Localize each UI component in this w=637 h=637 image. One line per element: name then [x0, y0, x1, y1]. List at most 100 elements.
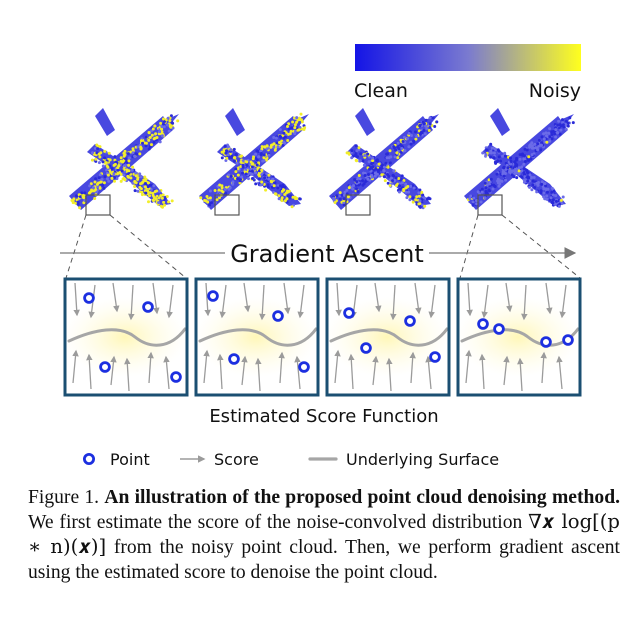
cloud-point [386, 173, 389, 176]
cloud-point [568, 116, 572, 120]
cloud-point [559, 198, 563, 202]
cloud-point [417, 194, 421, 198]
cloud-point [259, 152, 263, 155]
cloud-point [504, 178, 508, 182]
cloud-point [354, 158, 358, 162]
caption-label: Figure 1. [28, 487, 100, 508]
score-arrow [414, 282, 422, 315]
cloud-point [133, 180, 137, 183]
cloud-point [283, 185, 287, 189]
cloud-point [367, 160, 371, 164]
cloud-point [303, 126, 307, 130]
cloud-point [146, 189, 150, 193]
cloud-point [422, 129, 426, 132]
cloud-point [151, 194, 155, 197]
cloud-point [484, 186, 488, 190]
cloud-point [526, 179, 530, 183]
cloud-point [409, 184, 413, 188]
cloud-point [514, 162, 518, 166]
cloud-point [98, 155, 102, 159]
score-arrow [110, 355, 117, 386]
cloud-point [148, 191, 152, 195]
cloud-point [152, 184, 156, 188]
cloud-point [231, 180, 235, 184]
data-point [298, 361, 310, 373]
cloud-point [287, 189, 291, 193]
cloud-point [147, 200, 150, 204]
cloud-point [396, 156, 400, 160]
cloud-point [545, 134, 548, 138]
cloud-point [513, 165, 517, 168]
score-arrow [374, 282, 382, 313]
cloud-point [270, 180, 274, 184]
cloud-point [502, 165, 506, 169]
cloud-point [105, 168, 109, 172]
cloud-point [87, 191, 91, 195]
cloud-point [290, 205, 294, 209]
cloud-point [122, 173, 126, 177]
cloud-point [293, 123, 297, 127]
cloud-point [272, 136, 276, 139]
cloud-point [566, 124, 570, 128]
score-arrow [297, 284, 305, 319]
cloud-point [121, 177, 125, 181]
cloud-point [161, 205, 164, 209]
cloud-point [547, 131, 551, 135]
cloud-point [150, 133, 154, 137]
cloud-point [509, 159, 513, 163]
cloud-point [496, 159, 500, 163]
cloud-point [499, 159, 503, 163]
cloud-point [113, 176, 116, 180]
airplane-point-clouds [69, 108, 575, 210]
cloud-point [262, 159, 266, 162]
cloud-point [134, 174, 138, 178]
cloud-point [401, 140, 405, 143]
cloud-point [357, 146, 361, 150]
legend-point-icon [83, 452, 96, 465]
cloud-point [152, 140, 156, 144]
cloud-point [138, 172, 142, 176]
legend: Point Score Underlying Surface [83, 450, 499, 469]
cloud-point [76, 202, 80, 206]
cloud-point [168, 119, 172, 123]
cloud-point [390, 176, 393, 180]
cloud-point [93, 180, 97, 184]
data-point [429, 351, 441, 363]
score-arrow [219, 284, 227, 319]
score-arrow [335, 282, 342, 317]
cloud-point [564, 119, 568, 123]
score-arrow [517, 357, 524, 392]
cloud-point [404, 186, 408, 190]
cloud-point [491, 146, 495, 150]
cloud-point [554, 135, 558, 139]
cloud-point [556, 123, 560, 127]
cloud-point [542, 191, 546, 195]
cloud-point [355, 155, 359, 159]
cloud-point [545, 194, 549, 198]
cloud-point [155, 189, 159, 193]
cloud-point [554, 128, 558, 132]
cloud-point [382, 175, 386, 179]
score-arrow [86, 353, 93, 390]
cloud-point [150, 143, 153, 147]
cloud-point [263, 145, 267, 149]
cloud-point [143, 185, 147, 189]
heading-background [225, 236, 429, 268]
cloud-point [475, 202, 479, 206]
cloud-point [97, 181, 100, 185]
cloud-point [90, 188, 94, 192]
cloud-point [564, 127, 568, 131]
cloud-point [354, 144, 358, 148]
cloud-point [536, 142, 540, 146]
cloud-point [80, 191, 84, 195]
colorbar-noisy-label: Noisy [529, 80, 581, 102]
score-arrow [217, 353, 224, 390]
cloud-point [428, 125, 432, 129]
cloud-point [545, 140, 549, 144]
cloud-point [386, 181, 390, 185]
cloud-point [397, 190, 401, 194]
score-arrow [334, 349, 341, 384]
airplane-3 [329, 108, 439, 210]
cloud-point [119, 179, 123, 183]
cloud-point [392, 145, 396, 149]
